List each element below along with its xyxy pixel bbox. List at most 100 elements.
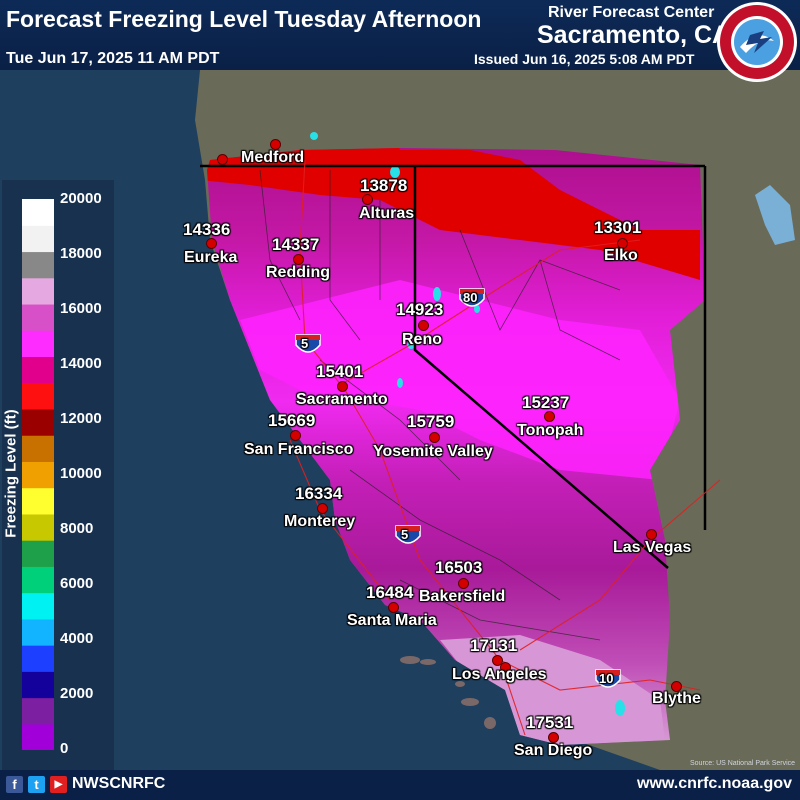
city-marker-monterey [317,503,328,514]
legend-color-swatch [22,671,54,699]
legend-color-swatch [22,199,54,226]
city-marker-tonopah [544,411,555,422]
legend-color-swatch [22,723,54,750]
youtube-icon[interactable]: ▶ [50,776,67,793]
legend-color-swatch [22,618,54,646]
map-credit: Source: US National Park Service [690,760,796,767]
center-name: River Forecast Center [548,4,715,21]
city-value-san-francisco: 15669 [268,411,316,430]
legend-color-swatch [22,461,54,489]
twitter-icon[interactable]: t [28,776,45,793]
facebook-icon[interactable]: f [6,776,23,793]
legend-title: Freezing Level (ft) [2,409,20,538]
legend-color-swatch [22,487,54,515]
city-name-yosemite-valley: Yosemite Valley [373,443,493,460]
city-marker-eureka [206,238,217,249]
city-name-blythe: Blythe [652,690,701,707]
city-marker-las-vegas [646,529,657,540]
city-value-monterey: 16334 [295,484,343,503]
city-name-alturas: Alturas [359,205,415,222]
city-marker-reno [418,320,429,331]
city-marker-los-angeles [492,655,503,666]
legend-color-swatch [22,330,54,358]
interstate-10-label: 10 [599,671,614,686]
city-value-elko: 13301 [594,218,642,237]
footer-bar: f t ▶ NWSCNRFC www.cnrfc.noaa.gov [0,770,800,800]
legend-tick: 14000 [60,355,102,372]
city-name-reno: Reno [402,331,442,348]
state-borders [200,164,707,569]
legend-tick: 8000 [60,520,94,537]
city-value-yosemite-valley: 15759 [407,412,455,431]
city-value-redding: 14337 [272,235,320,254]
legend-color-swatch [22,382,54,410]
interstate-80-label: 80 [463,290,478,305]
page-title: Forecast Freezing Level Tuesday Afternoo… [6,6,482,32]
city-name-san-francisco: San Francisco [244,441,354,458]
legend-tick: 4000 [60,630,94,647]
city-name-elko: Elko [604,247,638,264]
legend-color-swatch [22,566,54,594]
legend-color-swatch [22,356,54,384]
city-name-las-vegas: Las Vegas [613,539,692,556]
city-value-tonopah: 15237 [522,393,570,412]
legend-tick: 0 [60,740,69,757]
city-name-tonopah: Tonopah [517,422,584,439]
valid-time: Tue Jun 17, 2025 11 AM PDT [6,50,220,67]
county-borders [259,169,621,641]
city-value-eureka: 14336 [183,220,231,239]
legend-tick: 2000 [60,685,94,702]
legend-color-swatch [22,277,54,305]
legend-tick: 10000 [60,465,102,482]
city-marker-los-angeles-2 [500,662,511,673]
city-value-alturas: 13878 [360,176,408,195]
city-name-medford: Medford [241,149,305,166]
legend-colorbar [22,199,54,750]
city-name-monterey: Monterey [284,513,356,530]
city-name-redding: Redding [266,264,330,281]
legend-tick: 6000 [60,575,94,592]
city-marker-yosemite-valley [429,432,440,443]
city-marker-san-francisco [290,430,301,441]
nws-logo-icon [717,2,797,82]
legend-color-swatch [22,592,54,620]
city-value-reno: 14923 [396,300,444,319]
city-marker-medford-2 [270,139,281,150]
legend-color-swatch [22,697,54,725]
legend-color-swatch [22,303,54,331]
interstate-5-north-label: 5 [301,336,309,351]
legend-color-swatch [22,408,54,436]
city-marker-medford [217,154,228,165]
city-name-san-diego: San Diego [514,742,593,759]
office-name: Sacramento, CA [537,21,731,49]
city-marker-blythe [671,681,682,692]
city-marker-redding [293,254,304,265]
city-name-los-angeles: Los Angeles [452,666,547,683]
legend-color-swatch [22,225,54,253]
legend-color-swatch [22,435,54,462]
legend-color-swatch [22,513,54,541]
city-name-eureka: Eureka [184,249,238,266]
issued-time: Issued Jun 16, 2025 5:08 AM PDT [474,51,695,67]
city-marker-alturas [362,194,373,205]
city-value-san-diego: 17531 [526,713,574,732]
legend-tick: 16000 [60,300,102,317]
city-value-los-angeles: 17131 [470,636,518,655]
legend-color-swatch [22,645,54,672]
legend-tick: 18000 [60,245,102,262]
city-name-bakersfield: Bakersfield [419,588,506,605]
city-marker-elko [617,238,628,249]
social-handle[interactable]: NWSCNRFC [72,775,166,792]
interstate-5-south-label: 5 [401,527,409,542]
legend-color-swatch [22,251,54,279]
legend-tick: 12000 [60,410,102,427]
city-name-santa-maria: Santa Maria [347,612,437,629]
legend-panel: Freezing Level (ft) 20000 18000 16000 14… [2,180,114,770]
city-value-bakersfield: 16503 [435,558,483,577]
city-value-sacramento: 15401 [316,362,364,381]
website-link[interactable]: www.cnrfc.noaa.gov [637,775,792,792]
legend-color-swatch [22,540,54,567]
interstate-shields [295,288,621,688]
